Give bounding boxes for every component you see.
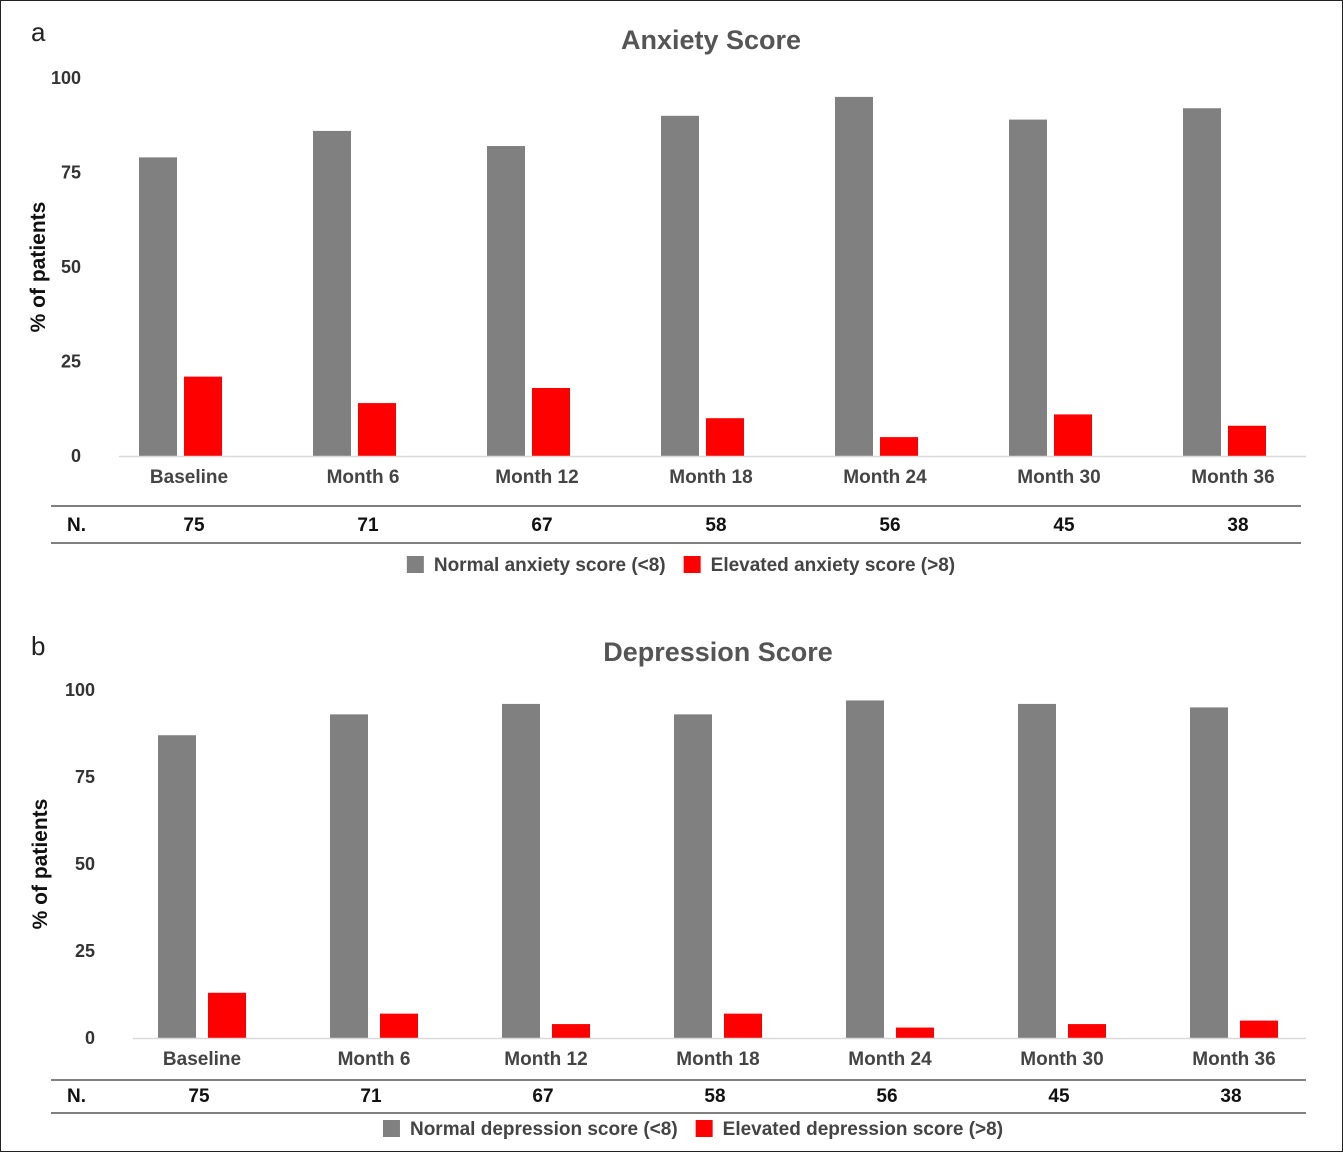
y-tick-label: 25 [61, 352, 81, 372]
category-label: Month 24 [843, 467, 927, 488]
n-value: 71 [357, 515, 379, 536]
n-value: 58 [705, 515, 726, 536]
bar-normal [1190, 707, 1228, 1038]
y-tick-label: 50 [61, 257, 81, 277]
legend-label: Normal anxiety score (<8) [434, 555, 666, 576]
category-label: Month 18 [676, 1049, 759, 1070]
bar-normal [313, 130, 351, 457]
bar-elevated [552, 1024, 590, 1038]
legend-item: Elevated anxiety score (>8) [683, 555, 956, 576]
bar-elevated [880, 437, 918, 456]
category-label: Month 6 [327, 467, 400, 488]
bar-normal [139, 157, 177, 456]
legend-swatch-elevated [683, 556, 701, 573]
n-row-label: N. [67, 1086, 86, 1107]
panel-b: b Depression Score 0 25 50 75 100 % of patients… [29, 631, 1306, 1140]
legend-label: Normal depression score (<8) [410, 1119, 678, 1140]
bar-elevated [1228, 425, 1266, 456]
panel-letter: b [31, 631, 45, 661]
bar-elevated [358, 403, 396, 456]
legend-swatch-normal [406, 556, 424, 573]
y-axis-label: % of patients [27, 202, 50, 333]
bar-normal [661, 115, 699, 457]
category-label: Month 6 [338, 1049, 411, 1070]
bar-normal [846, 700, 884, 1038]
n-value: 56 [876, 1086, 897, 1107]
y-tick-label: 100 [65, 680, 95, 700]
bar-elevated [532, 387, 570, 456]
bar-elevated [1240, 1020, 1278, 1038]
category-label: Month 36 [1191, 467, 1274, 488]
legend-item: Normal depression score (<8) [382, 1119, 678, 1140]
bar-elevated [1068, 1024, 1106, 1038]
n-value: 45 [1053, 515, 1075, 536]
legend-item: Elevated depression score (>8) [695, 1119, 1003, 1140]
bar-normal [330, 714, 368, 1038]
bar-normal [487, 146, 525, 457]
y-tick-label: 0 [71, 446, 81, 466]
n-value: 67 [531, 515, 552, 536]
n-value: 38 [1227, 515, 1248, 536]
n-row-label: N. [67, 515, 86, 536]
bar-elevated [184, 376, 222, 456]
bar-elevated [1054, 414, 1092, 456]
category-label: Month 12 [504, 1049, 587, 1070]
y-tick-label: 75 [75, 767, 95, 787]
n-value: 67 [532, 1086, 553, 1107]
bar-normal [835, 96, 873, 457]
bar-normal [158, 735, 196, 1038]
n-value: 75 [188, 1086, 210, 1107]
legend-label: Elevated depression score (>8) [723, 1119, 1003, 1140]
n-value: 58 [704, 1086, 725, 1107]
legend-swatch-normal [382, 1120, 400, 1137]
category-label: Month 36 [1192, 1049, 1275, 1070]
bar-elevated [896, 1027, 934, 1038]
bar-normal [502, 703, 540, 1038]
bar-elevated [380, 1013, 418, 1038]
n-value: 45 [1048, 1086, 1070, 1107]
category-label: Month 24 [848, 1049, 932, 1070]
n-value: 75 [183, 515, 205, 536]
y-tick-label: 25 [75, 941, 95, 961]
legend-swatch-elevated [695, 1120, 713, 1137]
bar-normal [1183, 108, 1221, 457]
bar-normal [1018, 703, 1056, 1038]
y-axis-label: % of patients [29, 799, 52, 930]
category-label: Baseline [150, 467, 228, 488]
category-label: Month 30 [1017, 467, 1100, 488]
bar-normal [674, 714, 712, 1038]
panel-a: a Anxiety Score 0 25 50 75 100 % of patients Bas… [27, 17, 1306, 576]
chart-title: Anxiety Score [621, 25, 801, 55]
category-label: Baseline [163, 1049, 241, 1070]
legend: Normal depression score (<8) Elevated dep… [382, 1119, 1003, 1140]
legend: Normal anxiety score (<8) Elevated anxiet… [406, 555, 956, 576]
panel-letter: a [31, 17, 46, 47]
legend-item: Normal anxiety score (<8) [406, 555, 666, 576]
y-tick-label: 75 [61, 163, 81, 183]
chart-title: Depression Score [603, 637, 833, 667]
bar-elevated [724, 1013, 762, 1038]
y-tick-label: 100 [51, 68, 81, 88]
y-tick-label: 0 [85, 1028, 95, 1048]
legend-label: Elevated anxiety score (>8) [711, 555, 956, 576]
bar-normal [1009, 119, 1047, 456]
y-tick-label: 50 [75, 854, 95, 874]
n-value: 56 [879, 515, 900, 536]
category-label: Month 30 [1020, 1049, 1103, 1070]
n-value: 38 [1220, 1086, 1241, 1107]
n-value: 71 [360, 1086, 382, 1107]
bar-elevated [706, 418, 744, 456]
bar-elevated [208, 992, 246, 1038]
category-label: Month 12 [495, 467, 578, 488]
category-label: Month 18 [669, 467, 752, 488]
